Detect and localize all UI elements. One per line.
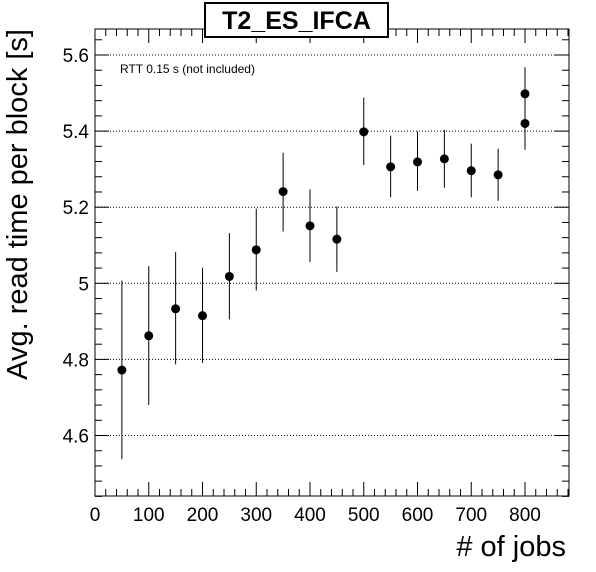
x-tick-label: 800 xyxy=(509,505,541,526)
plot-frame xyxy=(94,28,570,497)
x-tick-label: 500 xyxy=(348,505,380,526)
data-point xyxy=(171,304,181,314)
data-point xyxy=(386,162,396,172)
y-tick-label: 5.6 xyxy=(63,46,89,67)
x-tick-label: 400 xyxy=(294,505,326,526)
x-axis-title: # of jobs xyxy=(456,531,566,563)
x-tick-label: 200 xyxy=(187,505,219,526)
data-point xyxy=(198,311,207,321)
data-point xyxy=(466,166,476,176)
x-tick-label: 600 xyxy=(402,505,434,526)
y-tick-label: 5 xyxy=(78,274,89,295)
data-point xyxy=(439,154,449,164)
data-point xyxy=(413,157,422,167)
y-tick-label: 5.4 xyxy=(63,122,90,143)
y-tick-label: 4.6 xyxy=(63,427,89,448)
data-point xyxy=(251,245,261,255)
error-bars xyxy=(121,67,526,460)
data-point xyxy=(332,234,342,244)
chart-title: T2_ES_IFCA xyxy=(222,7,371,35)
x-axis: 0 100 200 300 400 500 600 700 800 xyxy=(90,29,569,526)
x-tick-label: 0 xyxy=(90,505,101,526)
data-point xyxy=(520,89,530,99)
data-point xyxy=(144,331,154,341)
y-tick-label: 5.2 xyxy=(63,198,89,219)
data-point xyxy=(493,170,503,180)
data-point xyxy=(520,118,530,128)
y-axis: 4.6 4.8 5 5.2 5.4 5.6 xyxy=(63,39,569,497)
data-point xyxy=(224,271,234,281)
grid-lines xyxy=(95,54,569,436)
x-tick-label: 700 xyxy=(455,505,487,526)
rtt-annotation: RTT 0.15 s (not included) xyxy=(120,62,255,76)
y-tick-label: 4.8 xyxy=(63,350,89,371)
data-point xyxy=(117,365,127,375)
data-point xyxy=(305,221,315,231)
y-axis-title: Avg. read time per block [s] xyxy=(2,29,34,380)
data-point xyxy=(359,127,369,137)
data-point xyxy=(278,187,288,197)
x-tick-label: 100 xyxy=(133,505,165,526)
title-box xyxy=(204,2,389,38)
data-points xyxy=(117,89,530,375)
x-tick-label: 300 xyxy=(240,505,272,526)
